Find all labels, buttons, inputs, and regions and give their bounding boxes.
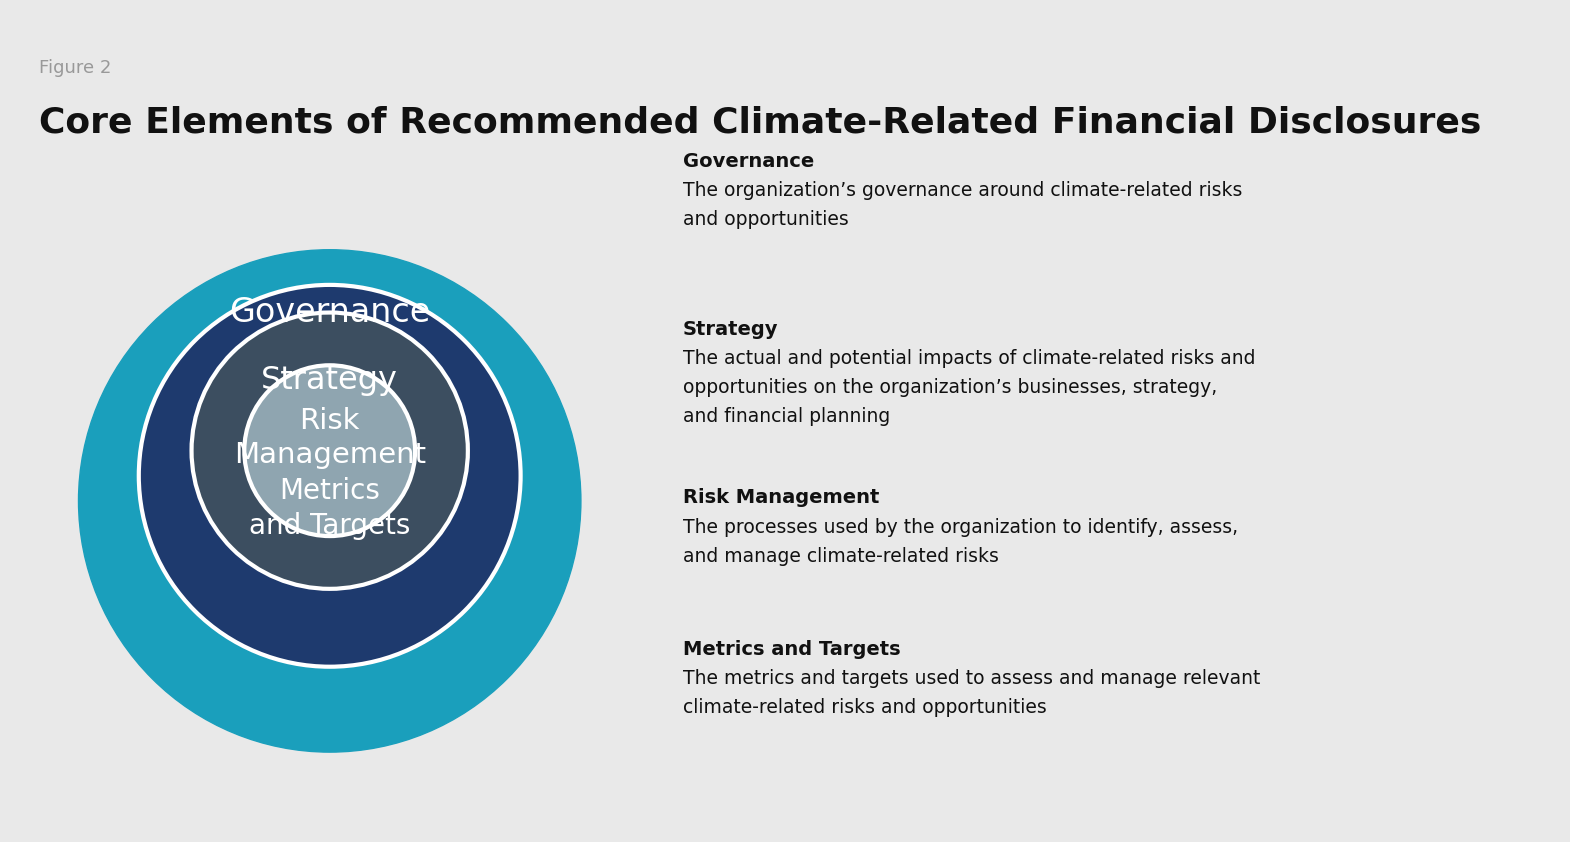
Circle shape: [192, 312, 468, 589]
Circle shape: [78, 250, 581, 752]
Text: Risk Management: Risk Management: [683, 488, 879, 508]
Text: Governance: Governance: [683, 152, 815, 171]
Text: The organization’s governance around climate-related risks
and opportunities: The organization’s governance around cli…: [683, 181, 1242, 229]
Text: The actual and potential impacts of climate-related risks and
opportunities on t: The actual and potential impacts of clim…: [683, 349, 1256, 426]
Text: The processes used by the organization to identify, assess,
and manage climate-r: The processes used by the organization t…: [683, 518, 1239, 566]
Text: The metrics and targets used to assess and manage relevant
climate-related risks: The metrics and targets used to assess a…: [683, 669, 1261, 717]
Circle shape: [245, 365, 414, 536]
Text: Risk
Management: Risk Management: [234, 407, 425, 470]
Text: Governance: Governance: [229, 296, 430, 329]
Text: Core Elements of Recommended Climate-Related Financial Disclosures: Core Elements of Recommended Climate-Rel…: [39, 105, 1482, 139]
Text: Metrics
and Targets: Metrics and Targets: [250, 477, 410, 540]
Circle shape: [138, 285, 521, 667]
Text: Strategy: Strategy: [261, 365, 399, 396]
Text: Metrics and Targets: Metrics and Targets: [683, 640, 901, 659]
Text: Figure 2: Figure 2: [39, 59, 111, 77]
Text: Strategy: Strategy: [683, 320, 779, 339]
